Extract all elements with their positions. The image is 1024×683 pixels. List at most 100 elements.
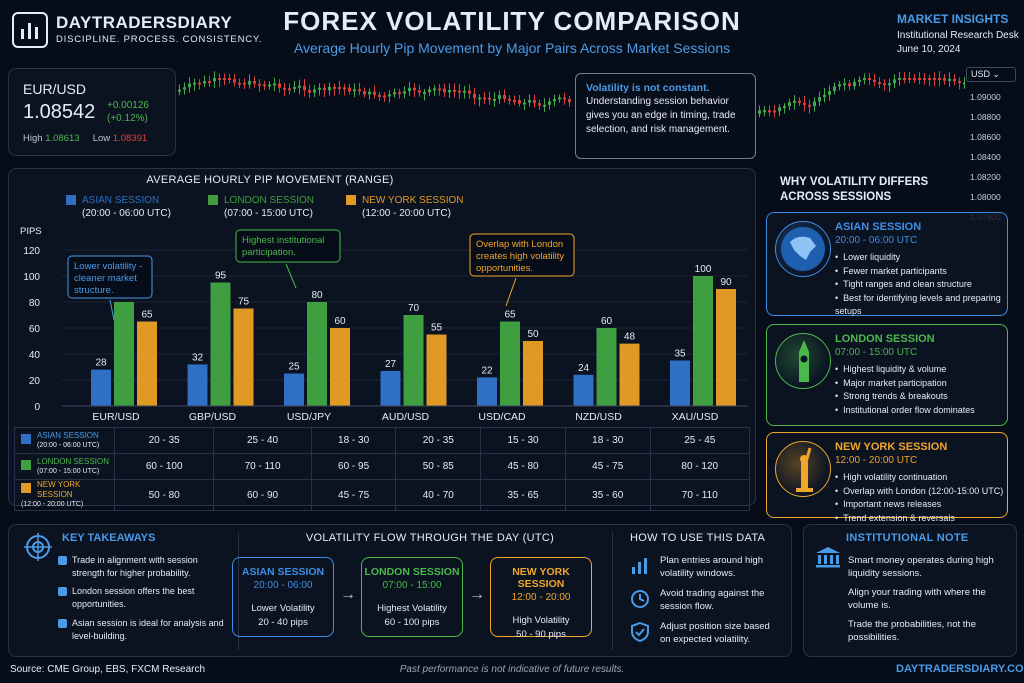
legend-time: (12:00 - 20:00 UTC) bbox=[362, 208, 451, 219]
bar bbox=[114, 302, 134, 406]
row-session-name: NEW YORK SESSION bbox=[37, 480, 81, 499]
candle bbox=[513, 100, 516, 103]
flow-step-range: 60 - 100 pips bbox=[384, 617, 440, 628]
table-cell: 20 - 35 bbox=[395, 427, 482, 454]
how-to-use-title: HOW TO USE THIS DATA bbox=[630, 532, 766, 544]
annotation-text: Overlap with London creates high volatili… bbox=[476, 239, 564, 274]
page-subtitle: Average Hourly Pip Movement by Major Pai… bbox=[293, 40, 731, 56]
candle bbox=[798, 100, 801, 103]
y-axis-title: PIPS bbox=[20, 226, 42, 237]
candle bbox=[213, 78, 216, 82]
bar-value-label: 24 bbox=[578, 363, 590, 374]
candle bbox=[188, 83, 191, 88]
session-point: Highest liquidity & volume bbox=[835, 363, 975, 377]
market-insights-desk: Institutional Research Desk bbox=[897, 30, 1019, 41]
candle bbox=[848, 83, 851, 87]
bar-value-label: 70 bbox=[408, 303, 420, 314]
session-point: Institutional order flow dominates bbox=[835, 404, 975, 418]
price-scale-label: 1.09000 bbox=[970, 92, 1001, 102]
candle bbox=[508, 98, 511, 101]
candle bbox=[288, 88, 291, 91]
bar-value-label: 35 bbox=[674, 349, 686, 360]
candle bbox=[378, 94, 381, 97]
table-cell: 45 - 75 bbox=[310, 479, 397, 511]
bar-value-label: 90 bbox=[720, 277, 732, 288]
bar bbox=[91, 369, 111, 406]
ticker-symbol: EUR/USD bbox=[23, 81, 87, 97]
candle bbox=[523, 102, 526, 105]
candle bbox=[373, 91, 376, 95]
row-session-time: (12:00 - 20:00 UTC) bbox=[21, 501, 84, 508]
candle bbox=[313, 89, 316, 93]
candle bbox=[873, 79, 876, 83]
table-cell: 40 - 70 bbox=[395, 479, 482, 511]
table-cell: 18 - 30 bbox=[310, 427, 397, 454]
arrow-right-icon: → bbox=[469, 586, 485, 603]
candle bbox=[823, 94, 826, 98]
clock-icon bbox=[631, 590, 649, 608]
price-scale-label: 1.08400 bbox=[970, 152, 1001, 162]
candle bbox=[308, 90, 311, 93]
x-tick-label: NZD/USD bbox=[575, 411, 622, 423]
bar-value-label: 65 bbox=[141, 310, 153, 321]
row-header: LONDON SESSION (07:00 - 15:00 UTC) bbox=[14, 453, 115, 480]
row-session-name: LONDON SESSION bbox=[37, 456, 110, 466]
candle bbox=[843, 83, 846, 86]
bar-value-label: 22 bbox=[481, 365, 493, 376]
candle bbox=[898, 78, 901, 80]
candle bbox=[908, 78, 911, 80]
legend-name: NEW YORK SESSION bbox=[362, 195, 464, 206]
currency-select[interactable]: USD ⌄ bbox=[966, 67, 1016, 82]
target-icon bbox=[24, 533, 52, 561]
candle bbox=[298, 85, 301, 88]
annotation-box bbox=[469, 233, 575, 277]
candle bbox=[943, 78, 946, 81]
bar bbox=[523, 341, 543, 406]
session-point: High volatility continuation bbox=[835, 471, 1003, 485]
x-tick-label: EUR/USD bbox=[92, 411, 140, 423]
candle bbox=[863, 78, 866, 80]
volatility-callout: Volatility is not constant. Understandin… bbox=[575, 73, 756, 159]
session-card-points: High volatility continuationOverlap with… bbox=[835, 471, 1003, 525]
candle bbox=[358, 89, 361, 92]
x-tick-label: USD/CAD bbox=[478, 411, 526, 423]
candle bbox=[333, 86, 336, 89]
candle bbox=[233, 79, 236, 83]
session-card-title: NEW YORK SESSION bbox=[835, 441, 948, 453]
price-candlestick-chart bbox=[178, 71, 965, 118]
footer-url[interactable]: DAYTRADERSDIARY.COM bbox=[896, 663, 1024, 675]
flow-step-name: LONDON SESSION bbox=[364, 566, 460, 578]
candle bbox=[853, 81, 856, 87]
table-cell: 50 - 85 bbox=[395, 453, 482, 480]
price-scale-label: 1.08600 bbox=[970, 132, 1001, 142]
table-cell: 60 - 100 bbox=[113, 453, 215, 480]
candle bbox=[363, 91, 366, 95]
bar-value-label: 48 bbox=[624, 332, 636, 343]
candle bbox=[238, 82, 241, 85]
candle bbox=[408, 87, 411, 92]
ticker-change-pct: (+0.12%) bbox=[107, 113, 148, 124]
row-swatch bbox=[21, 459, 31, 470]
candle bbox=[463, 90, 466, 93]
currency-value: USD bbox=[971, 69, 991, 79]
candle bbox=[328, 86, 331, 91]
candle bbox=[868, 78, 871, 80]
flow-step-level: High Volatility bbox=[512, 615, 570, 626]
bar bbox=[233, 308, 254, 406]
bar-value-label: 27 bbox=[385, 359, 397, 370]
candle bbox=[533, 100, 536, 104]
legend-swatch bbox=[208, 195, 218, 206]
bar-value-label: 32 bbox=[192, 352, 204, 363]
legend-name: ASIAN SESSION bbox=[82, 195, 160, 206]
page-title: FOREX VOLATILITY COMPARISON bbox=[283, 6, 741, 36]
bar-value-label: 28 bbox=[95, 358, 107, 369]
candle bbox=[568, 99, 571, 103]
how-to-use-item: Avoid trading against the session flow. bbox=[660, 588, 765, 612]
bar bbox=[403, 315, 424, 406]
candle bbox=[303, 85, 306, 91]
candle bbox=[338, 87, 341, 90]
candle bbox=[263, 84, 266, 87]
y-tick-label: 60 bbox=[29, 324, 41, 335]
table-cell: 25 - 40 bbox=[213, 427, 312, 454]
brand-name: DAYTRADERSDIARY bbox=[56, 13, 233, 32]
